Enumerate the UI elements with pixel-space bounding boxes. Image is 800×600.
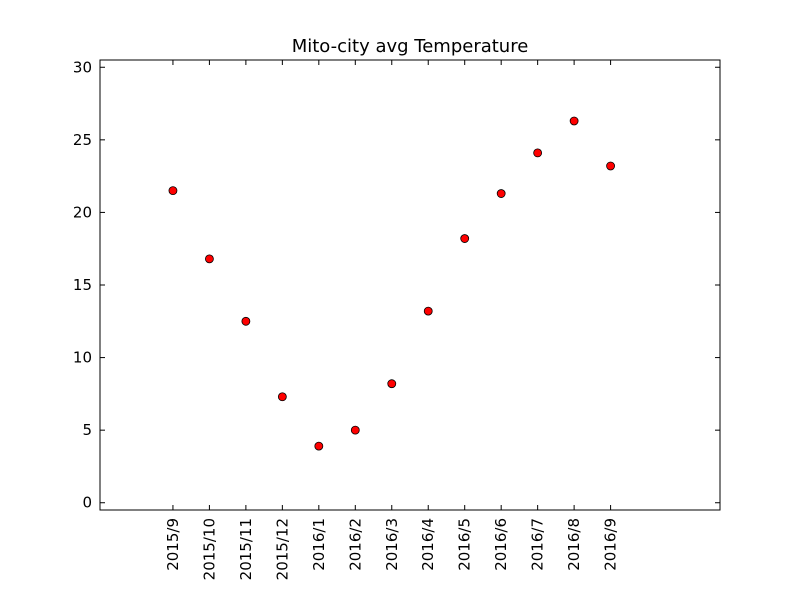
x-tick-label: 2016/2	[346, 518, 364, 571]
x-tick-label: 2016/5	[456, 518, 474, 571]
data-point	[423, 306, 433, 316]
x-tick-label: 2016/3	[383, 518, 401, 571]
x-tick-label: 2015/12	[273, 518, 291, 580]
x-tick-label: 2016/1	[310, 518, 328, 571]
x-tick-label: 2016/4	[419, 518, 437, 571]
data-point	[533, 148, 543, 158]
y-axis: 0 5 10 15 20 25 30	[73, 58, 720, 512]
x-tick-label: 2015/9	[164, 518, 182, 571]
y-tick-label: 25	[73, 131, 92, 149]
y-tick-label: 5	[82, 421, 92, 439]
x-tick-label: 2015/10	[200, 518, 218, 580]
y-tick-label: 15	[73, 276, 92, 294]
y-tick-label: 30	[73, 58, 92, 76]
data-point	[277, 392, 287, 402]
y-tick-label: 20	[73, 203, 92, 221]
data-point	[350, 425, 360, 435]
plot-area	[99, 59, 721, 511]
data-point	[314, 441, 324, 451]
x-tick-label: 2016/8	[565, 518, 583, 571]
y-tick-label: 0	[82, 494, 92, 512]
y-tick-label: 10	[73, 349, 92, 367]
data-point	[496, 189, 506, 198]
x-tick-label: 2016/6	[492, 518, 510, 571]
x-tick-label: 2016/9	[602, 518, 620, 571]
data-point	[205, 254, 214, 264]
x-tick-label: 2015/11	[237, 518, 255, 580]
data-point	[569, 116, 579, 126]
data-point	[387, 379, 397, 389]
data-points	[168, 116, 615, 451]
data-point	[460, 234, 470, 243]
chart-title: Mito-city avg Temperature	[292, 36, 529, 57]
data-point	[606, 161, 615, 171]
x-axis: 2015/9 2015/10 2015/11 2015/12 2016/1 2016/2 2…	[164, 60, 620, 580]
data-point	[168, 186, 178, 196]
x-tick-label: 2016/7	[529, 518, 547, 571]
data-point	[241, 316, 251, 326]
